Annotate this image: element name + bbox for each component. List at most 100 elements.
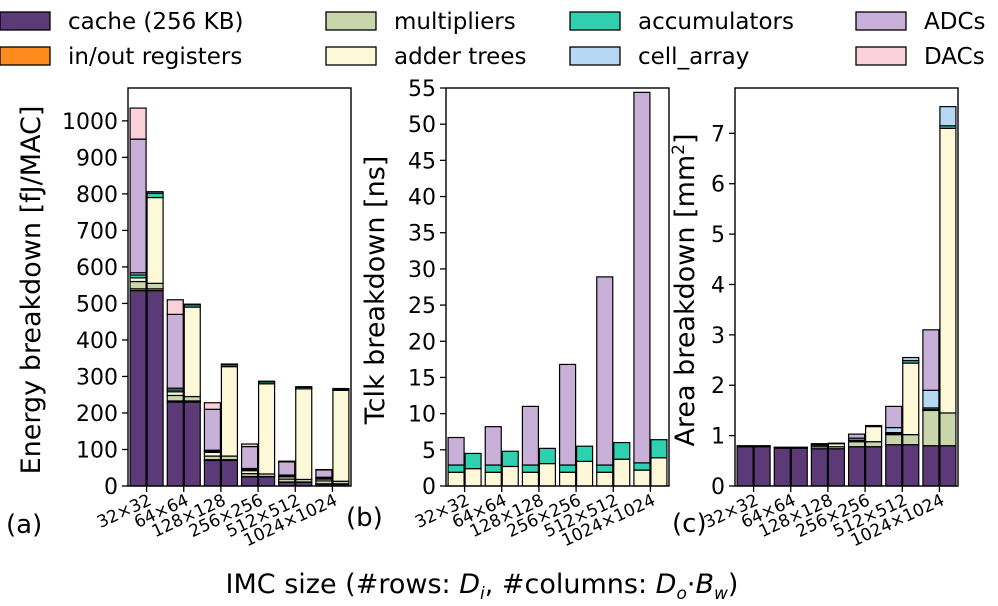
bar-1024-1024-1 [633,91,651,487]
area-ylabel-main: Area breakdown [mm [670,155,701,447]
xlabel-prefix: IMC size (#rows: [226,569,460,600]
legend-label-dacs: DACs [924,44,985,70]
segment-cache-256-kb [183,401,201,487]
bar-1024-1024-1 [922,329,940,487]
legend: cache (256 KB) multipliers accumulators ADC… [0,9,986,70]
segment-cell-array [885,426,903,434]
segment-accumulators [464,452,482,470]
segment-adcs [129,138,147,274]
bar-128-128-1 [810,443,829,487]
area-y-ticks: 0 1 2 3 4 5 6 7 [711,122,735,500]
bar-512-512-2 [295,386,313,487]
segment-cell-array [220,363,239,366]
bar-256-256-1 [558,363,577,487]
segment-adder-trees [773,446,791,449]
y-tick-label: 10 [408,403,436,428]
y-tick-label: 25 [408,294,436,319]
xlabel-suffix: ) [728,569,739,600]
bar-256-256-1 [847,433,866,487]
segment-dacs [129,107,147,140]
segment-cache-256-kb [773,447,791,487]
segment-dacs [166,299,184,315]
segment-multipliers [847,441,866,448]
segment-adder-trees [558,471,577,487]
segment-cell-array [183,303,201,306]
segment-adcs [810,443,829,445]
segment-cache-256-kb [753,446,771,487]
segment-adcs [922,329,940,391]
segment-adder-trees [332,389,350,482]
segment-adder-trees [753,445,771,447]
tclk-axes-frame [445,87,670,487]
segment-cache-256-kb [129,290,147,487]
segment-accumulators [827,442,846,445]
segment-cache-256-kb [864,446,883,487]
segment-multipliers [939,412,957,447]
bar-128-128-2 [538,447,557,487]
segment-accumulators [864,424,883,428]
xlabel-sub-w: w [714,584,728,604]
y-tick-label: 7 [711,122,725,147]
segment-accumulators [633,462,651,471]
segment-cache-256-kb [203,459,222,487]
y-tick-label: 800 [76,183,118,208]
segment-adder-trees [939,127,957,414]
segment-cache-256-kb [790,447,808,487]
y-tick-label: 45 [408,149,436,174]
y-tick-label: 15 [408,366,436,391]
segment-cache-256-kb [257,476,276,487]
segment-adcs [847,433,866,439]
area-y-axis-label: Area breakdown [mm2] [669,133,701,446]
y-tick-label: 4 [711,273,725,298]
legend-swatch-cache-256-kb [0,11,51,31]
y-tick-label: 50 [408,113,436,138]
y-tick-label: 2 [711,374,725,399]
segment-dacs [203,402,222,410]
segment-multipliers [146,282,164,290]
y-tick-label: 500 [76,292,118,317]
segment-adcs [166,313,184,389]
segment-adcs [633,91,651,464]
segment-cache-256-kb [902,444,920,487]
segment-adder-trees [575,460,594,487]
panel-energy: 0 100 200 300 400 500 600 700 800 900 1000 32×3264… [6,87,352,551]
tclk-y-axis-label: Tclk breakdown [ns] [360,156,391,426]
segment-adder-trees [736,445,754,447]
segment-adcs [315,469,333,478]
segment-accumulators [650,439,668,459]
bar-1024-1024-2 [939,106,957,487]
segment-dacs [278,460,296,463]
legend-swatch-dacs [855,46,907,66]
area-axes-frame [734,87,959,487]
segment-multipliers [902,434,920,446]
segment-multipliers [129,280,147,290]
bar-512-512-1 [278,460,296,487]
segment-adder-trees [790,446,808,449]
segment-adder-trees [220,366,239,457]
y-tick-label: 100 [76,438,118,463]
segment-adcs [885,405,903,429]
segment-adder-trees [464,468,482,487]
y-tick-label: 1000 [62,110,118,135]
xlabel-mid: , #columns: [485,569,656,600]
y-tick-label: 400 [76,329,118,354]
y-tick-label: 0 [104,475,118,500]
y-tick-label: 5 [422,439,436,464]
bar-32-32-2 [146,191,164,487]
segment-cache-256-kb [939,445,957,487]
legend-label-cell-array: cell_array [638,44,749,70]
energy-y-ticks: 0 100 200 300 400 500 600 700 800 900 1000 [62,110,128,500]
segment-cache-256-kb [810,448,829,487]
bar-32-32-1 [736,445,754,487]
legend-label-adcs: ADCs [924,9,986,35]
legend-label-accumulators: accumulators [638,9,794,35]
legend-swatch-accumulators [569,11,621,31]
segment-adder-trees [295,388,313,481]
segment-accumulators [596,464,614,473]
bar-128-128-2 [827,442,846,487]
bar-32-32-1 [129,107,147,487]
legend-label-in-out-registers: in/out registers [68,44,242,70]
bar-32-32-2 [464,452,482,487]
